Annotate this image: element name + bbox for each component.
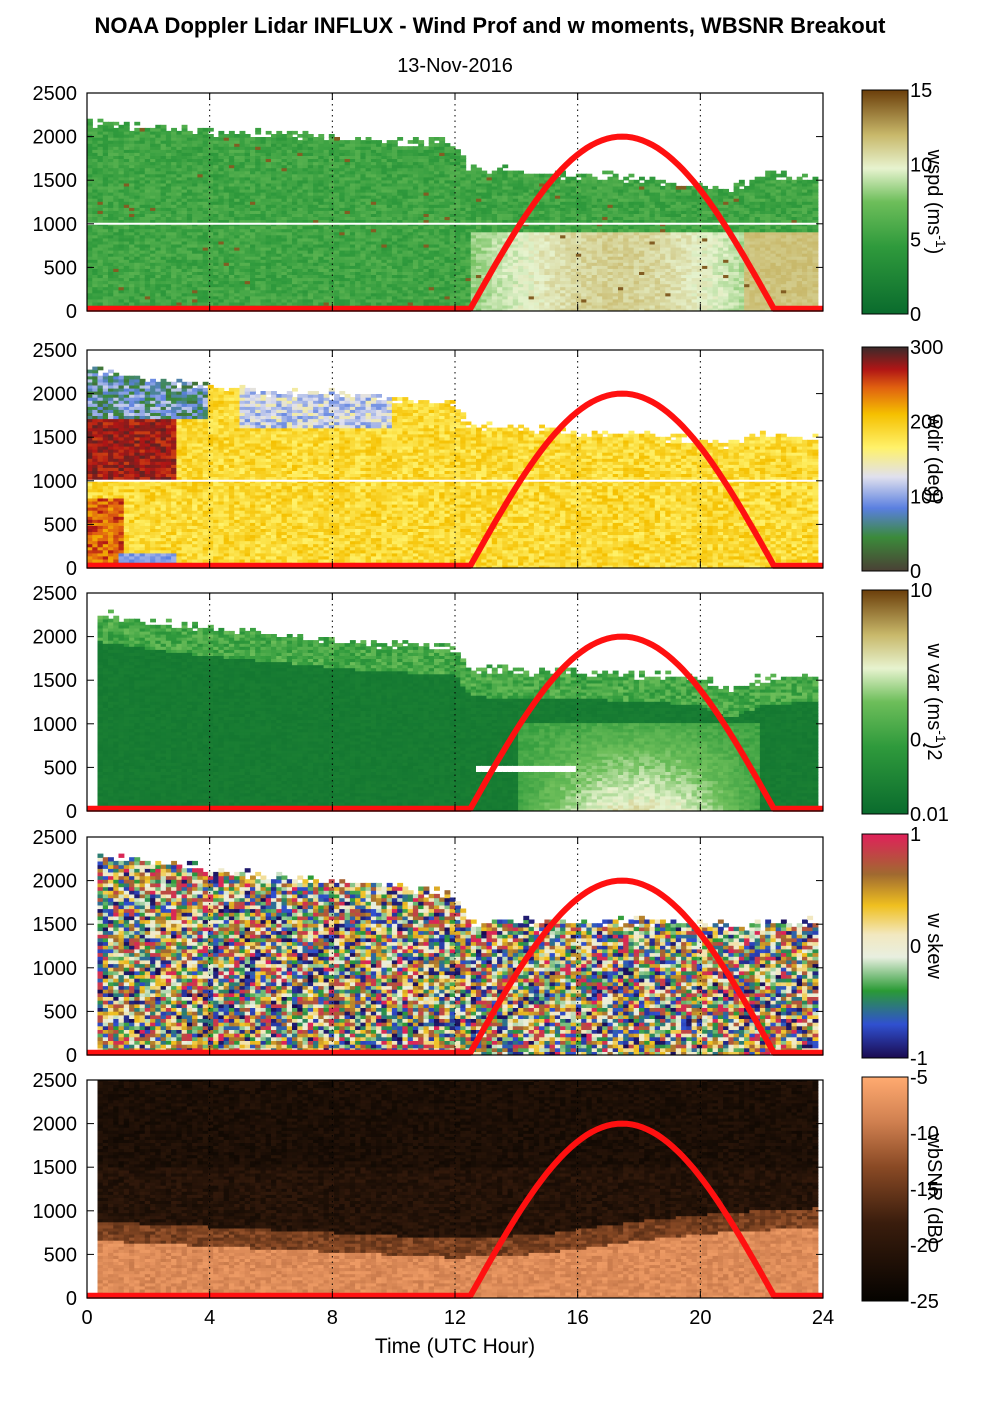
colorbar-label-main: w var (ms: [923, 643, 945, 731]
colorbar: [861, 1076, 909, 1302]
colorbar-tick-label: -25: [910, 1291, 939, 1313]
y-tick-label: 500: [44, 514, 77, 536]
x-tick-label: 12: [444, 1307, 466, 1329]
heatmap-cells: [97, 853, 819, 1055]
colorbar-label: wspd (ms-1): [923, 149, 949, 255]
panel-4: 0 500 1000 1500 2000 2500 -1 0 1 w skew: [33, 824, 946, 1070]
colorbar-tick-label: 1: [910, 824, 921, 846]
y-tick-label: 1500: [33, 914, 78, 936]
y-tick-label: 2500: [33, 340, 78, 362]
y-tick-label: 2500: [33, 1070, 78, 1092]
colorbar-label-superscript: -1: [933, 235, 949, 248]
heatmap-cells: [97, 609, 819, 811]
colorbar-tick-label: 0.: [910, 729, 927, 751]
y-tick-label: 2000: [33, 871, 78, 893]
y-tick-label: 2000: [33, 384, 78, 406]
colorbar-label-end: )2: [923, 743, 945, 761]
colorbar-tick-label: 0: [910, 936, 921, 958]
colorbar-label-main: wdir (deg): [923, 414, 945, 504]
colorbar-label-main: wbSNR (dB): [923, 1132, 945, 1244]
y-tick-label: 1000: [33, 958, 78, 980]
y-tick-label: 1000: [33, 471, 78, 493]
y-tick-label: 2000: [33, 1114, 78, 1136]
y-tick-label: 1000: [33, 1201, 78, 1223]
y-tick-label: 500: [44, 1244, 77, 1266]
colorbar-label: wbSNR (dB): [923, 1132, 945, 1244]
y-tick-label: 1500: [33, 170, 78, 192]
x-tick-label: 8: [327, 1307, 338, 1329]
colorbar-label-end: ): [923, 248, 945, 255]
y-tick-label: 1000: [33, 214, 78, 236]
colorbar-tick-label: -20: [910, 1235, 939, 1257]
colorbar: [861, 346, 909, 572]
colorbar-tick-label: -15: [910, 1179, 939, 1201]
solar-elevation-curve: [87, 633, 823, 812]
x-axis-label: Time (UTC Hour): [375, 1335, 535, 1358]
colorbar-label: wdir (deg): [923, 414, 945, 504]
solar-elevation-curve: [87, 877, 823, 1056]
y-tick-label: 1500: [33, 670, 78, 692]
heatmap-cells: [87, 118, 819, 311]
colorbar-tick-label: -5: [910, 1067, 928, 1089]
x-tick-label: 0: [81, 1307, 92, 1329]
colorbar-tick-label: 300: [910, 337, 943, 359]
y-tick-label: 1000: [33, 714, 78, 736]
y-tick-label: 0: [66, 801, 77, 823]
y-tick-label: 2500: [33, 83, 78, 105]
y-tick-label: 2500: [33, 583, 78, 605]
x-tick-label: 16: [567, 1307, 589, 1329]
colorbar: [861, 833, 909, 1059]
colorbar-tick-label: 0: [910, 304, 921, 326]
y-tick-label: 0: [66, 1045, 77, 1067]
x-tick-label: 20: [689, 1307, 711, 1329]
x-tick-label: 24: [812, 1307, 834, 1329]
colorbar-tick-label: 10: [910, 155, 932, 177]
figure-title: NOAA Doppler Lidar INFLUX - Wind Prof an…: [94, 13, 886, 38]
colorbar-tick-label: 15: [910, 80, 932, 102]
colorbar-tick-label: 200: [910, 412, 943, 434]
heatmap-cells: [87, 366, 819, 568]
y-tick-label: 2500: [33, 827, 78, 849]
colorbar-tick-label: 0: [910, 561, 921, 583]
colorbar-label-superscript: -1: [933, 730, 949, 743]
colorbar-label-main: wspd (ms: [923, 149, 945, 236]
y-tick-label: 500: [44, 757, 77, 779]
colorbar-tick-label: 0.01: [910, 804, 949, 826]
y-tick-label: 0: [66, 301, 77, 323]
colorbar-tick-label: 10: [910, 580, 932, 602]
y-tick-label: 500: [44, 1001, 77, 1023]
colorbar-label: w var (ms-1)2: [923, 643, 949, 761]
y-tick-label: 0: [66, 1288, 77, 1310]
colorbar: [861, 89, 909, 315]
colorbar-label: w skew: [923, 912, 945, 979]
colorbar-label-main: w skew: [923, 912, 945, 979]
colorbar-tick-label: -1: [910, 1048, 928, 1070]
colorbar: [861, 589, 909, 815]
colorbar-tick-label: -10: [910, 1123, 939, 1145]
solar-elevation-curve: [87, 1120, 823, 1299]
y-tick-label: 2000: [33, 127, 78, 149]
colorbar-tick-label: 5: [910, 229, 921, 251]
x-tick-label: 4: [204, 1307, 215, 1329]
y-tick-label: 2000: [33, 627, 78, 649]
solar-elevation-curve: [87, 133, 823, 312]
panel-1: 0 500 1000 1500 2000 2500 0 5 10 15 wspd (ms-1): [33, 80, 950, 326]
panel-5: 0 500 1000 1500 2000 2500 0 4 8 12 16 20 24 -25 -20 -15…: [33, 1067, 946, 1329]
colorbar-tick-label: 100: [910, 486, 943, 508]
y-tick-label: 1500: [33, 1157, 78, 1179]
figure-subtitle: 13-Nov-2016: [397, 55, 513, 77]
y-tick-label: 0: [66, 558, 77, 580]
solar-elevation-curve: [87, 390, 823, 569]
panel-3: 0 500 1000 1500 2000 2500 0.01 0. 10 w var (ms-1)…: [33, 580, 950, 826]
y-tick-label: 500: [44, 257, 77, 279]
y-tick-label: 1500: [33, 427, 78, 449]
heatmap-cells: [97, 1080, 819, 1298]
panel-2: 0 500 1000 1500 2000 2500 0 100 200 300 wdir (deg): [33, 337, 946, 583]
